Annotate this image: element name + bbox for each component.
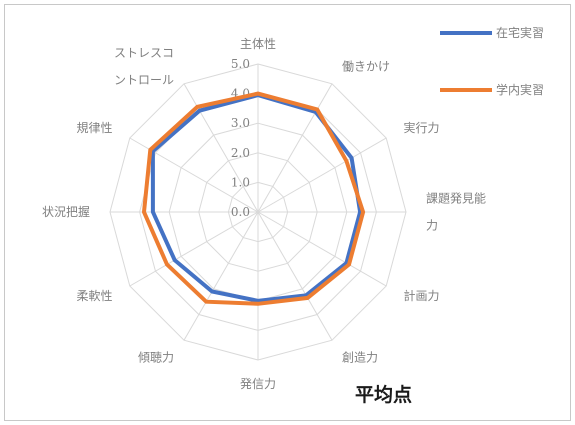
spoke-5: [257, 211, 333, 341]
category-label: 状況把握: [42, 204, 90, 219]
category-label: 主体性: [240, 37, 276, 51]
annotation-heikinten: 平均点: [355, 383, 412, 406]
series-line-0: [150, 93, 363, 303]
category-label: 働きかけ: [342, 60, 390, 74]
category-label: 実行力: [404, 120, 440, 135]
category-label: 柔軟性: [76, 288, 112, 303]
category-label: 課題発見能力: [426, 191, 486, 233]
radial-tick-label: 0.0: [231, 205, 250, 219]
spoke-2: [257, 137, 387, 213]
category-label: 規律性: [76, 120, 112, 135]
series-line-1: [141, 91, 366, 306]
category-label: 傾聴力: [138, 351, 174, 365]
legend-label-0: 在宅実習: [496, 25, 544, 40]
series-layer: [141, 91, 366, 306]
spoke-layer: [110, 64, 406, 360]
tick-layer: 0.01.02.03.04.05.0: [231, 57, 250, 219]
category-label: 計画力: [404, 288, 440, 303]
radial-tick-label: 5.0: [231, 57, 250, 71]
spoke-1: [257, 83, 333, 213]
radial-tick-label: 2.0: [231, 146, 250, 160]
radial-tick-label: 1.0: [231, 175, 250, 189]
radial-tick-label: 3.0: [231, 116, 250, 130]
spoke-8: [129, 211, 259, 287]
category-label: 発信力: [240, 377, 276, 391]
spoke-4: [257, 211, 387, 287]
legend-label-1: 学内実習: [496, 82, 544, 97]
spoke-7: [183, 211, 259, 341]
category-label: ストレスコントロール: [114, 46, 174, 87]
category-label: 創造力: [342, 351, 378, 365]
